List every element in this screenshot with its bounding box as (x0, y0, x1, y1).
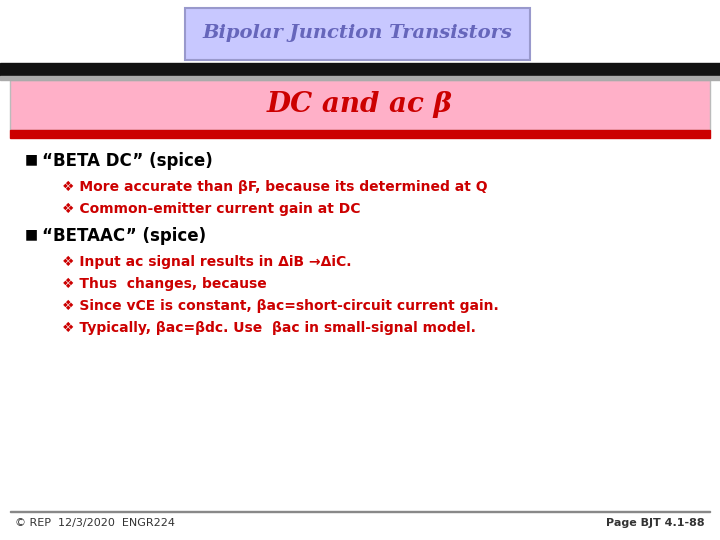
Bar (10, 510, 710, 512)
Text: DC and ac β: DC and ac β (267, 91, 453, 118)
Text: ❖ Common-emitter current gain at DC: ❖ Common-emitter current gain at DC (62, 202, 361, 216)
Text: Page BJT 4.1-88: Page BJT 4.1-88 (606, 518, 705, 528)
Text: Bipolar Junction Transistors: Bipolar Junction Transistors (202, 24, 512, 42)
Text: ❖ Input ac signal results in ΔiB →ΔiC.: ❖ Input ac signal results in ΔiB →ΔiC. (62, 255, 351, 269)
Text: ■: ■ (25, 152, 38, 166)
Text: ■: ■ (25, 227, 38, 241)
FancyBboxPatch shape (10, 80, 710, 130)
Text: © REP  12/3/2020  ENGR224: © REP 12/3/2020 ENGR224 (15, 518, 175, 528)
Text: ❖ Thus  changes, because: ❖ Thus changes, because (62, 277, 266, 291)
Text: ❖ Since vCE is constant, βac=short-circuit current gain.: ❖ Since vCE is constant, βac=short-circu… (62, 299, 499, 313)
FancyBboxPatch shape (185, 8, 530, 60)
Bar (10, 130, 710, 138)
Bar (0, 76, 720, 80)
Text: “BETA DC” (spice): “BETA DC” (spice) (42, 152, 212, 170)
Text: ❖ More accurate than βF, because its determined at Q: ❖ More accurate than βF, because its det… (62, 180, 487, 194)
Bar (0, 63, 720, 76)
Text: ❖ Typically, βac=βdc. Use  βac in small-signal model.: ❖ Typically, βac=βdc. Use βac in small-s… (62, 321, 476, 335)
Text: “BETAAC” (spice): “BETAAC” (spice) (42, 227, 206, 245)
